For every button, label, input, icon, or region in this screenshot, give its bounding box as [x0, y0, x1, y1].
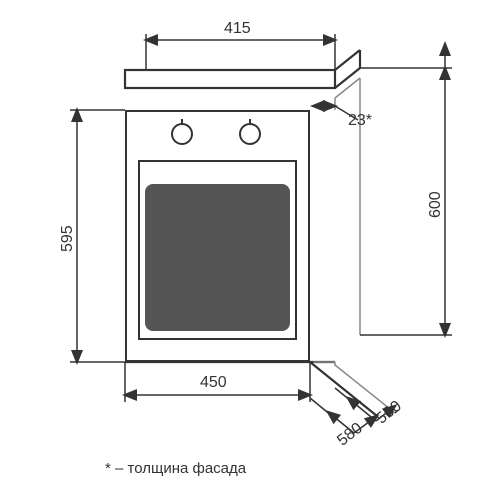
label-23: 23*: [348, 112, 372, 130]
footnote: * – толщина фасада: [105, 460, 246, 477]
label-415: 415: [224, 20, 251, 38]
knob-right: [239, 123, 261, 145]
oven-foot: [125, 351, 310, 362]
cabinet-edge: [335, 78, 360, 98]
oven-glass: [145, 184, 290, 331]
counter-top: [125, 70, 335, 88]
label-600: 600: [427, 191, 445, 218]
cabinet-bottom-edge: [310, 362, 377, 416]
dim-line-560: [348, 398, 376, 421]
label-595: 595: [59, 225, 77, 252]
label-450: 450: [200, 374, 227, 392]
knob-left: [171, 123, 193, 145]
diagram-canvas: 415 23* 600 595 450 580 560 * – толщина …: [0, 0, 500, 500]
